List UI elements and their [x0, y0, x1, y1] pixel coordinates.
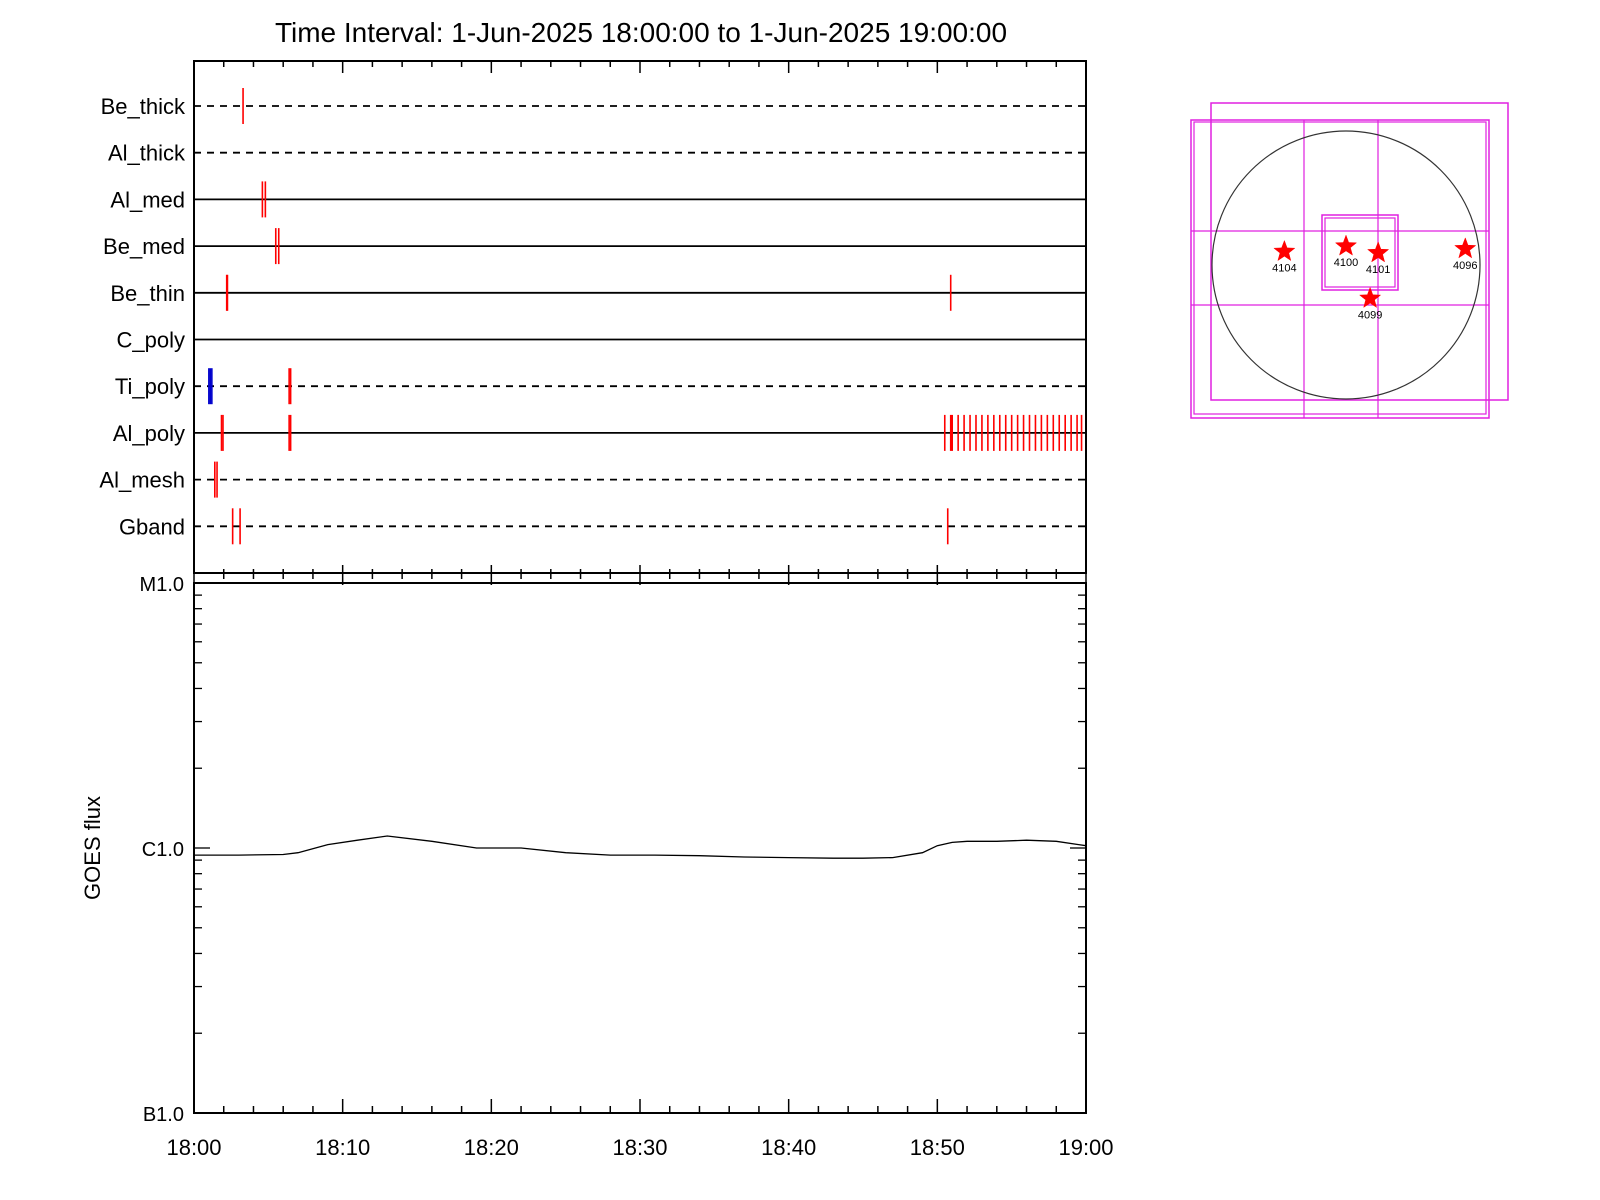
solar-limb: [1211, 130, 1481, 400]
active-region-label: 4100: [1334, 257, 1358, 269]
chart-title: Time Interval: 1-Jun-2025 18:00:00 to 1-…: [275, 17, 1007, 48]
goes-flux-panel: 18:00 18:10 18:20 18:30 18:40 18:50 19:00 M1.0 C…: [80, 565, 1114, 1160]
y-tick-label: C1.0: [142, 839, 184, 861]
active-region-star: [1367, 241, 1390, 263]
fov-box: [1321, 214, 1399, 291]
goes-flux-line: [194, 835, 1087, 859]
timeline-row-label: Be_thin: [110, 281, 185, 306]
goes-frame: [193, 582, 1087, 1114]
timeline-row-label: Al_mesh: [99, 468, 185, 493]
fov-box: [1190, 119, 1490, 419]
x-tick-label: 18:50: [910, 1135, 965, 1160]
active-region-star: [1273, 239, 1296, 262]
y-axis-label: GOES flux: [80, 796, 105, 900]
active-region-star: [1454, 237, 1477, 259]
x-tick-label: 18:20: [464, 1135, 519, 1160]
x-tick-label: 18:00: [166, 1135, 221, 1160]
timeline-row-label: Be_thick: [101, 94, 186, 119]
fov-box: [1324, 217, 1396, 288]
active-region-label: 4096: [1453, 260, 1477, 272]
y-tick-label: B1.0: [143, 1104, 184, 1126]
active-region-star: [1334, 234, 1358, 256]
y-tick-label: M1.0: [140, 574, 184, 596]
active-region-star: [1359, 286, 1382, 308]
fov-box: [1193, 121, 1487, 415]
timeline-row-label: Gband: [119, 514, 185, 539]
timeline-row-label: Al_thick: [108, 141, 186, 166]
timeline-row-label: Al_poly: [113, 421, 185, 446]
solar-disk-map: 4104 4100 4101 4099 4096: [1190, 102, 1509, 419]
timeline-row-label: Ti_poly: [115, 374, 185, 399]
x-tick-label: 19:00: [1058, 1135, 1113, 1160]
x-tick-label: 18:40: [761, 1135, 816, 1160]
active-region-label: 4099: [1358, 310, 1382, 322]
timeline-row-label: Be_med: [103, 234, 185, 259]
timeline-row-label: Al_med: [110, 187, 185, 212]
timeline-frame: [193, 60, 1087, 574]
x-tick-label: 18:10: [315, 1135, 370, 1160]
x-tick-label: 18:30: [612, 1135, 667, 1160]
fov-box: [1210, 102, 1509, 401]
timeline-panel: Be_thick Al_thick Al_med Be_med Be_thin C_pol…: [99, 60, 1087, 574]
active-region-label: 4104: [1272, 263, 1296, 275]
active-region-label: 4101: [1366, 264, 1390, 276]
timeline-row-label: C_poly: [117, 328, 185, 353]
